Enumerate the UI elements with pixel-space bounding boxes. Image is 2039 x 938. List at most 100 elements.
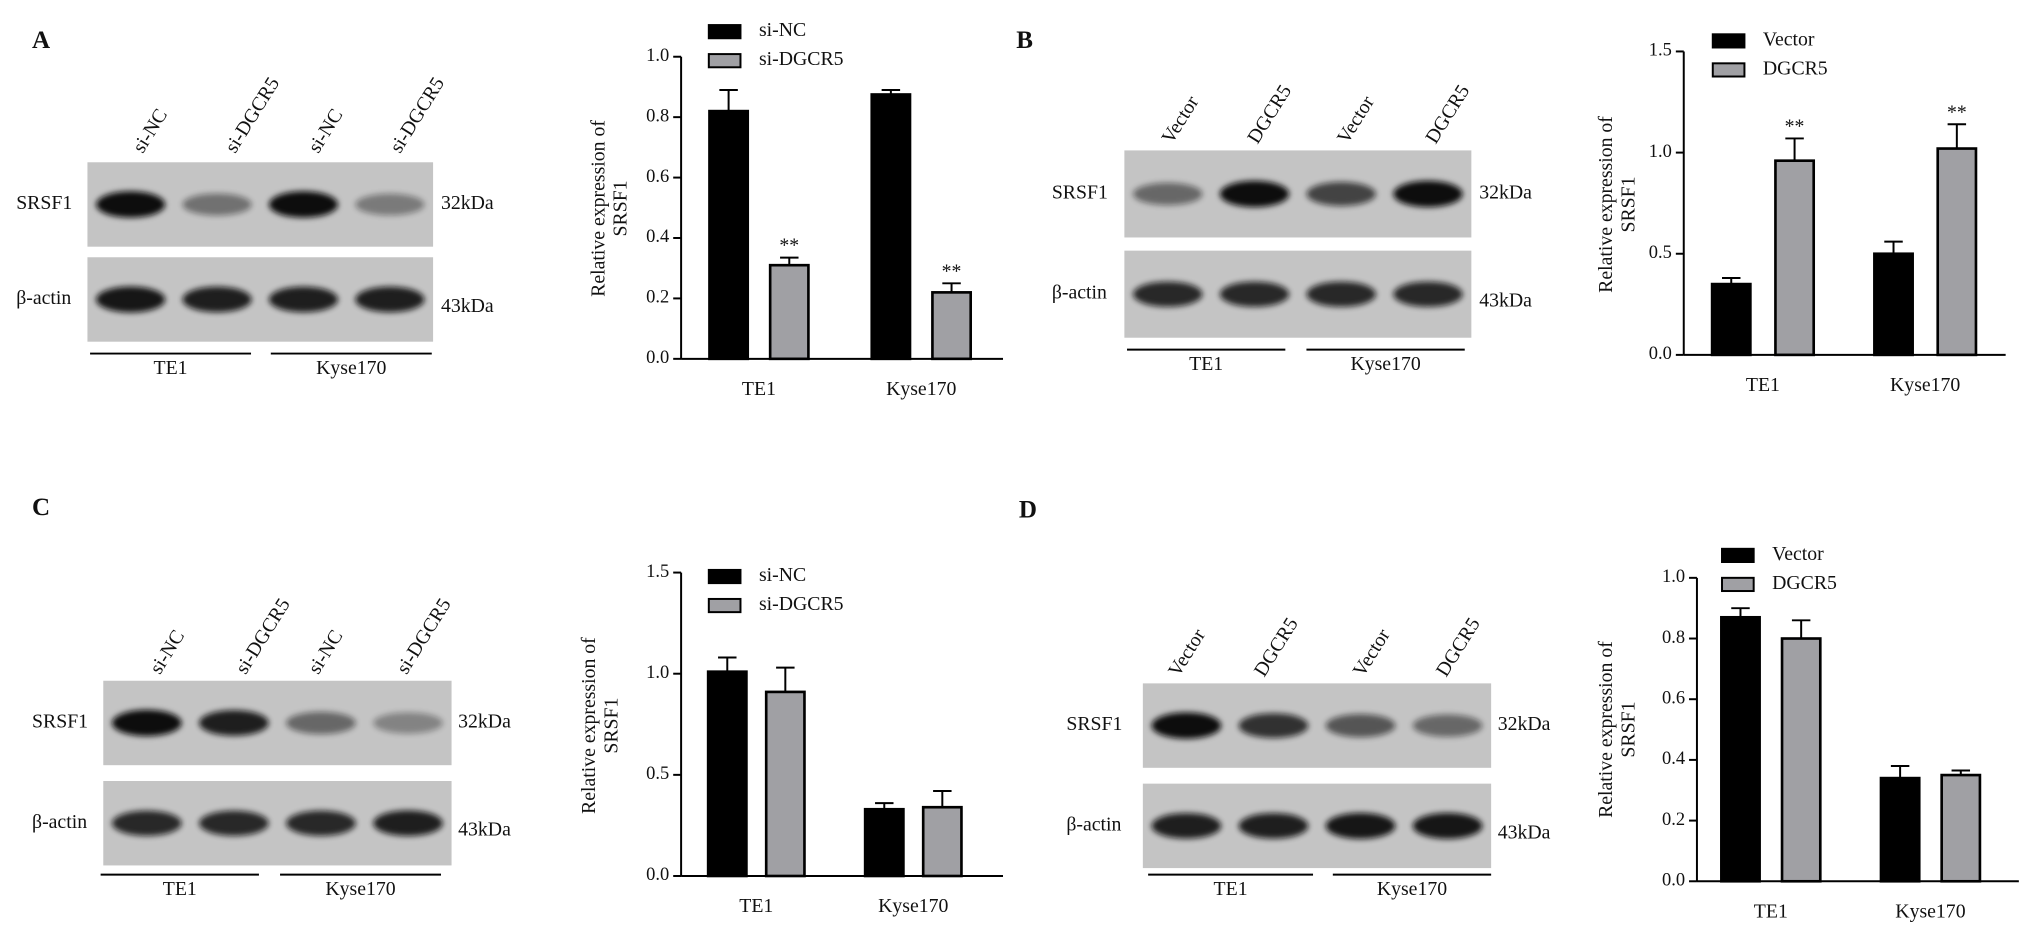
y-tick-label: 0.0: [1649, 343, 1672, 363]
x-tick-label: TE1: [1754, 900, 1788, 922]
panel-letter: B: [1016, 27, 1033, 54]
blot-band: [286, 810, 356, 836]
blot-band: [1393, 281, 1463, 307]
blot-band: [111, 810, 182, 836]
error-bar: [718, 656, 737, 672]
bar: [708, 109, 750, 361]
size-label: 32kDa: [441, 192, 494, 214]
bar: [1936, 147, 1978, 357]
lane-label: si-DGCR5: [392, 594, 456, 677]
y-tick-label: 1.0: [646, 45, 669, 65]
error-bar: [1951, 769, 1971, 776]
bar: [1720, 615, 1761, 883]
blot-band: [1325, 713, 1396, 738]
error-bar: [933, 790, 952, 808]
error-bar: [1791, 619, 1811, 639]
lane-label: DGCR5: [1432, 614, 1485, 681]
blot-band: [199, 810, 269, 836]
group-label: Kyse170: [316, 357, 386, 379]
blot-band: [1393, 180, 1463, 208]
legend-swatch: [1711, 33, 1746, 49]
x-tick-label: Kyse170: [1890, 374, 1960, 396]
lane-label: si-NC: [304, 626, 348, 678]
panel-letter: A: [32, 27, 50, 54]
blot-band: [199, 710, 269, 736]
y-axis-label: Relative expression ofSRSF1: [1595, 116, 1639, 293]
blot-band: [1306, 281, 1376, 307]
y-axis-label-line: SRSF1: [600, 698, 622, 754]
y-tick-label: 1.5: [1649, 40, 1672, 60]
row-label: SRSF1: [1066, 713, 1122, 735]
error-bar: [1947, 123, 1967, 149]
bar: [1710, 282, 1752, 357]
legend-swatch: [707, 597, 742, 614]
group-label: TE1: [154, 357, 188, 379]
blot-band: [1219, 180, 1290, 208]
legend-label: DGCR5: [1772, 572, 1837, 594]
bar: [706, 670, 748, 878]
blot-band: [1151, 712, 1222, 739]
bar: [863, 807, 905, 878]
y-axis-label-line: SRSF1: [1617, 702, 1639, 758]
legend-swatch: [1721, 576, 1755, 593]
y-axis-label-line: SRSF1: [609, 180, 631, 236]
blot-band: [373, 810, 443, 837]
panel-letter: D: [1019, 497, 1037, 524]
error-bar: [1731, 607, 1750, 618]
size-label: 32kDa: [458, 711, 511, 733]
error-bar: [1890, 764, 1910, 779]
size-label: 43kDa: [458, 819, 511, 841]
legend-swatch: [1721, 547, 1755, 563]
y-tick-label: 1.5: [646, 561, 669, 581]
lane-label: si-DGCR5: [221, 73, 285, 156]
y-tick-label: 0.8: [1662, 627, 1685, 647]
blot-band: [1238, 713, 1309, 738]
error-bar: [1722, 277, 1741, 285]
y-axis-label: Relative expression ofSRSF1: [587, 120, 631, 297]
x-tick-label: TE1: [1746, 374, 1780, 396]
blot-band: [182, 193, 252, 216]
y-axis-label: Relative expression ofSRSF1: [578, 637, 622, 814]
legend-swatch: [707, 24, 742, 40]
y-tick-label: 0.4: [646, 226, 669, 246]
significance: **: [942, 260, 962, 282]
blot-band: [111, 709, 182, 737]
error-bar: [719, 88, 738, 112]
row-label: SRSF1: [16, 192, 72, 214]
group-label: TE1: [1189, 353, 1223, 375]
y-tick-label: 0.6: [1662, 687, 1685, 707]
error-bar: [881, 88, 901, 95]
group-label: Kyse170: [1377, 878, 1447, 900]
legend-label: si-NC: [759, 19, 806, 41]
blot-band: [1306, 181, 1376, 206]
y-tick-label: 0.0: [646, 347, 669, 367]
y-axis-label: Relative expression ofSRSF1: [1595, 641, 1639, 818]
significance: **: [1785, 115, 1805, 137]
error-bar: [780, 256, 799, 266]
bar: [931, 291, 973, 361]
group-label: TE1: [163, 878, 197, 900]
lane-label: si-NC: [304, 105, 348, 157]
legend-label: Vector: [1763, 28, 1815, 50]
row-label: β-actin: [1052, 282, 1107, 304]
x-tick-label: Kyse170: [878, 895, 948, 917]
y-axis-label-line: Relative expression of: [1595, 116, 1617, 293]
panel-letter: C: [32, 494, 50, 521]
blot-band: [355, 286, 425, 313]
y-tick-label: 0.2: [1662, 809, 1685, 829]
y-axis-label-line: SRSF1: [1617, 176, 1639, 232]
bar: [1873, 252, 1914, 357]
row-label: SRSF1: [32, 711, 88, 733]
blot-band: [373, 712, 443, 734]
bar: [768, 263, 810, 361]
blot-band: [286, 711, 356, 735]
y-tick-label: 1.0: [646, 662, 669, 682]
lane-label: DGCR5: [1250, 614, 1303, 681]
legend-swatch: [707, 53, 742, 69]
lane-label: Vector: [1157, 92, 1203, 148]
group-label: TE1: [1214, 878, 1248, 900]
row-label: β-actin: [16, 287, 71, 309]
lane-label: Vector: [1333, 92, 1379, 148]
legend-label: DGCR5: [1763, 57, 1828, 79]
